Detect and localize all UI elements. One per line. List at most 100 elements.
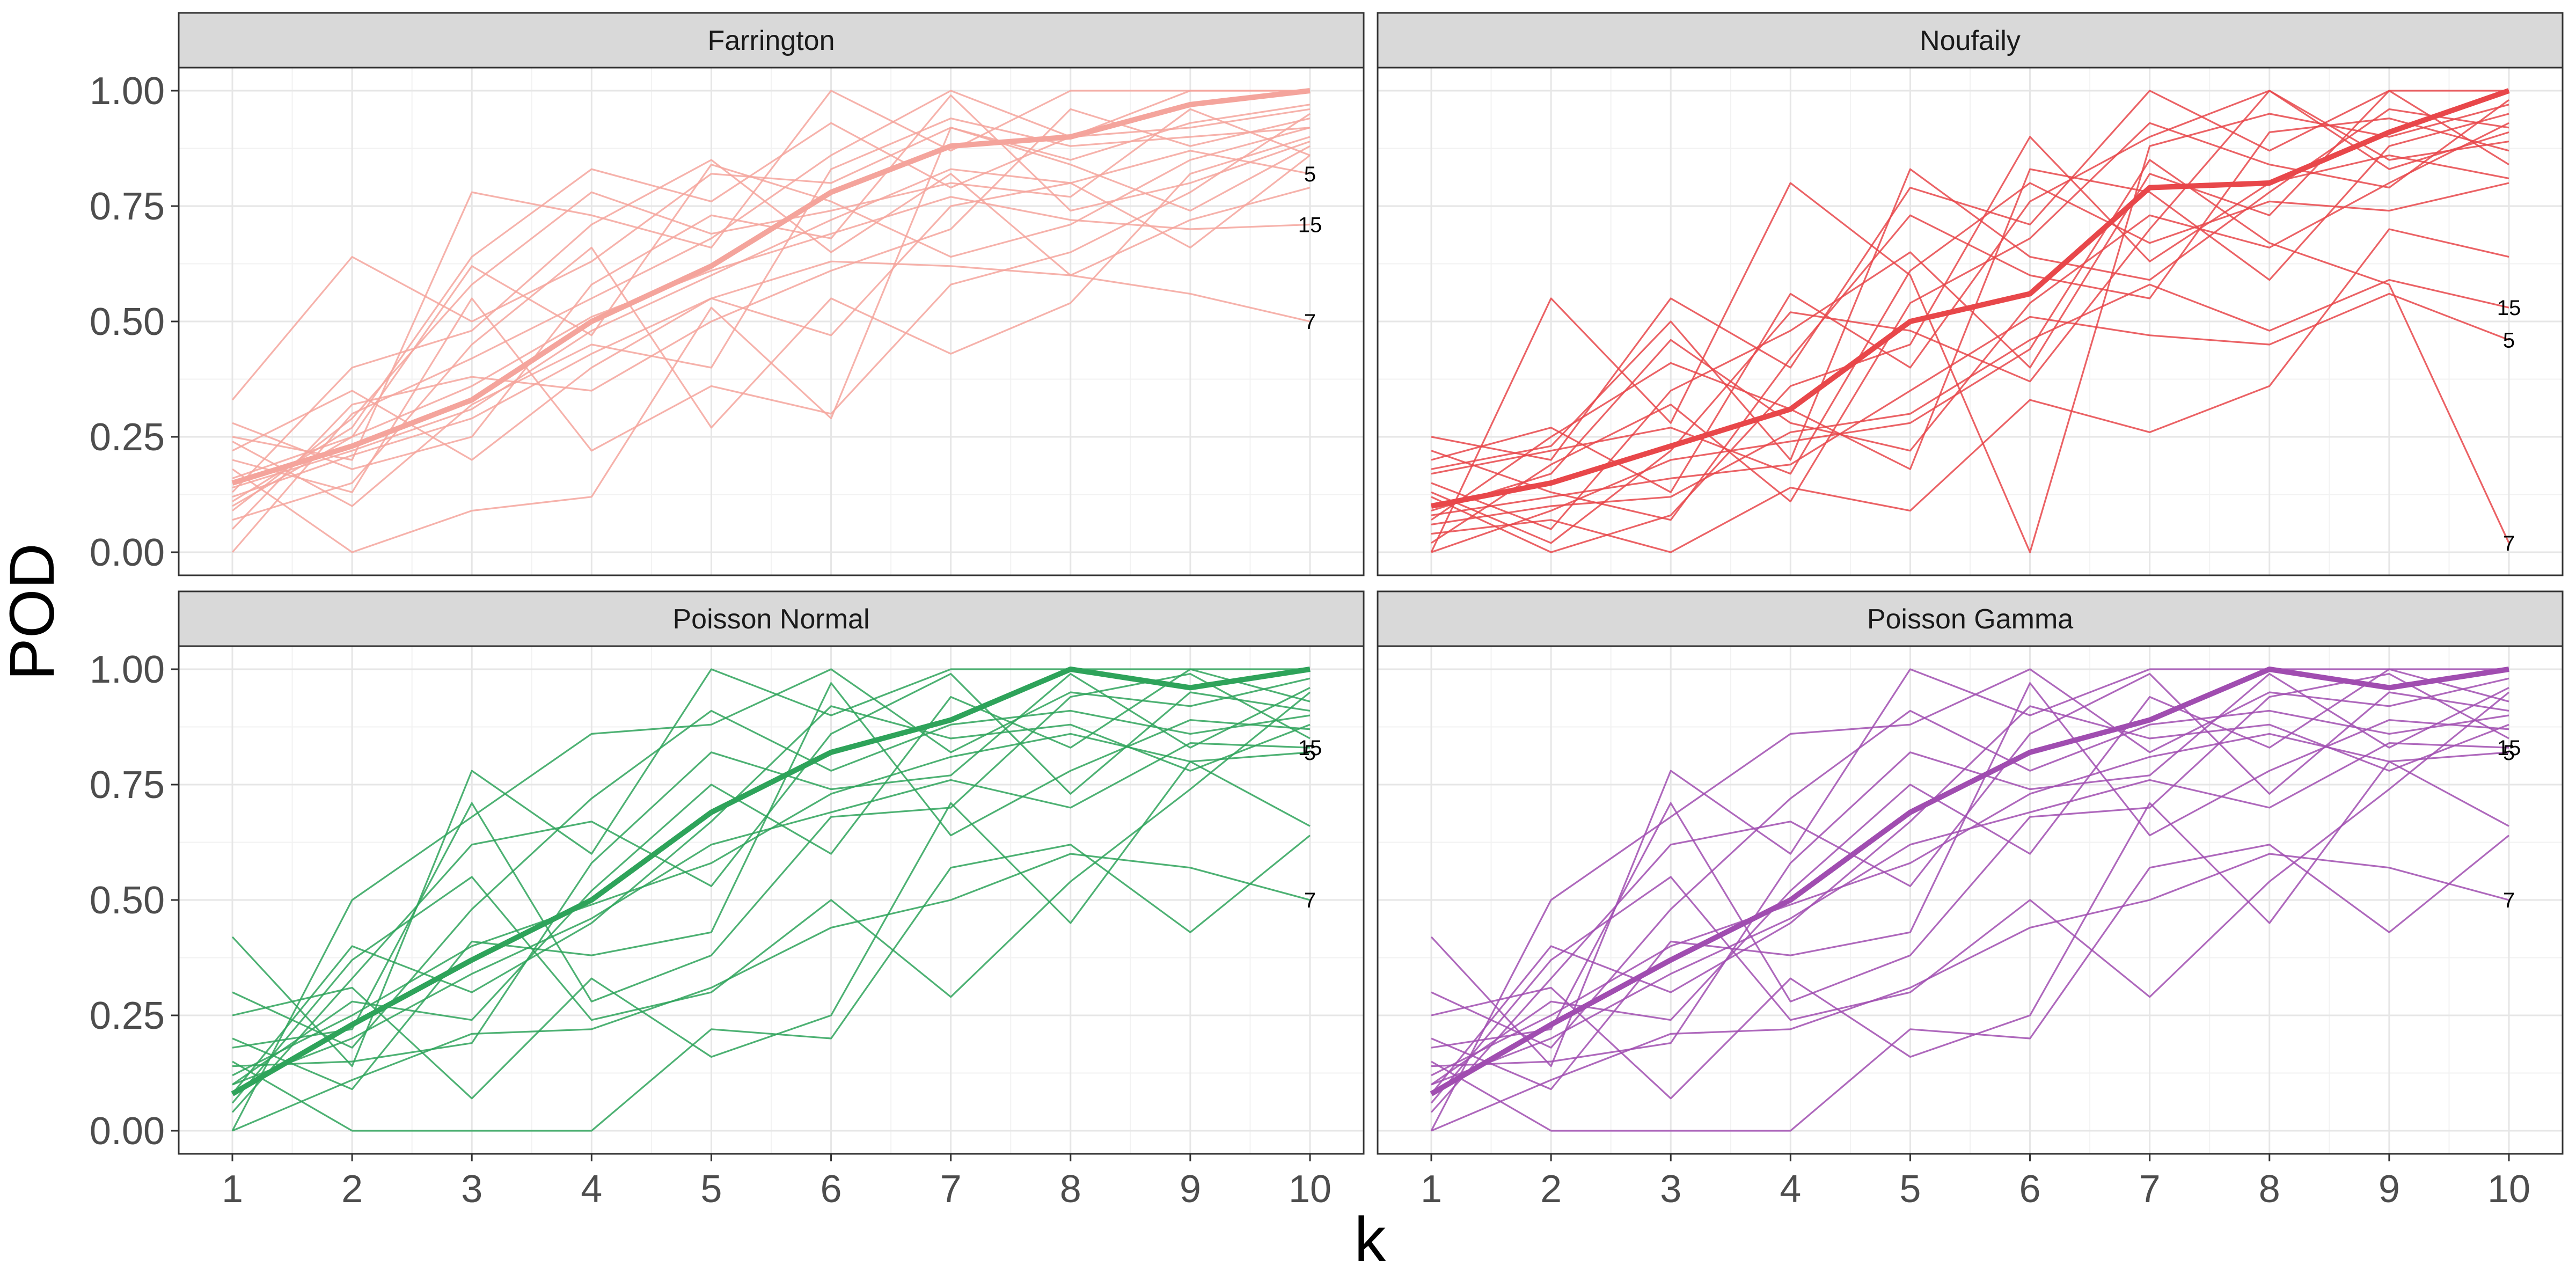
y-tick-label: 0.50 [90,879,165,922]
x-tick-label: 1 [222,1168,243,1211]
x-tick-label: 3 [461,1168,482,1211]
series-line [1431,292,2509,516]
series-line [232,853,1311,1132]
series-line [1431,228,2509,553]
series-end-label: 15 [1298,213,1322,237]
series-line [232,108,1311,511]
series-line [1431,136,2509,553]
x-tick-label: 7 [2139,1168,2161,1211]
series-line [1431,682,2509,1091]
y-tick-label: 0.75 [90,185,165,228]
series-line [231,159,1311,493]
series-line [232,108,1311,502]
x-tick-label: 2 [341,1168,363,1211]
series-line-mean [231,667,1311,1096]
series-end-label: 7 [2503,889,2515,912]
series-line [1431,668,2509,1086]
facet-strip [1377,590,2564,647]
y-tick-label: 1.00 [90,648,165,691]
series-line [1431,90,2509,530]
panel-border [1377,645,2564,1155]
panel-noufaily: Noufaily 15 5 7 [1377,12,2564,576]
panels-layer: Farrington51570.000.250.500.751.00Noufai… [90,12,2564,1211]
series-line [231,108,1311,530]
series-line [1431,672,2509,1049]
x-tick-label: 7 [940,1168,962,1211]
series-end-label: 7 [1304,310,1316,334]
y-axis-title: POD [0,543,68,680]
series-line [1431,853,2509,1132]
x-tick-label: 8 [2259,1168,2280,1211]
panel-poisson-normal: Poisson Normal 15 5 7 0.00 0.25 0.50 0.75 1.00 1 2… [90,590,1365,1211]
x-tick-label: 4 [1780,1168,1801,1211]
series-line [232,672,1311,1049]
facet-title: Noufaily [1920,25,2021,56]
series-line [1431,90,2509,544]
x-tick-label: 9 [1180,1168,1201,1211]
series-line [232,94,1311,470]
series-end-label: 5 [2503,741,2515,765]
series-line [232,118,1311,507]
y-tick-label: 0.25 [90,994,165,1037]
series-line [231,705,1311,1095]
x-tick-label: 1 [1421,1168,1442,1211]
series-line [1431,672,2509,1067]
y-tick-label: 0.00 [90,531,165,574]
series-line-mean [1431,88,2510,509]
series-line [232,668,1311,1086]
x-tick-label: 5 [700,1168,722,1211]
x-tick-label: 8 [1060,1168,1081,1211]
y-tick-label: 0.25 [90,416,165,459]
y-tick-label: 0.50 [90,301,165,343]
series-line [232,155,1311,461]
series-line [1431,709,2509,1049]
y-tick-label: 1.00 [90,70,165,113]
series-line [231,668,1311,1131]
series-line-mean [231,88,1311,486]
series-end-label: 5 [1304,163,1316,186]
series-line [232,260,1311,498]
series-end-label: 7 [2503,532,2515,555]
series-line [232,682,1311,1091]
facet-title: Poisson Normal [672,604,869,635]
series-line [1431,182,2509,475]
series-line [1430,668,2509,1131]
series-line [1431,159,2510,553]
series-line [232,835,1311,1132]
series-line [232,90,1310,461]
facet-strip [178,590,1365,647]
series-line [1430,672,2509,1113]
series-line [232,672,1311,1067]
series-end-label: 15 [2497,296,2521,320]
series-line [232,150,1311,489]
x-tick-label: 10 [2487,1168,2530,1211]
series-end-label: 15 [1298,736,1322,760]
x-tick-label: 6 [821,1168,842,1211]
series-line [231,672,1311,1113]
panel-farrington: Farrington 5 15 7 0.00 0.25 0.50 0.75 1.00 [90,12,1365,576]
x-tick-label: 4 [581,1168,602,1211]
series-line [1431,760,2509,1100]
facet-strip [178,12,1365,69]
series-line [232,760,1311,1100]
y-tick-label: 0.00 [90,1110,165,1153]
series-line [231,90,1310,553]
series-line [1431,835,2510,1132]
series-line [1431,99,2509,544]
series-line-mean [1430,667,2509,1096]
series-line [232,113,1311,493]
series-line [1431,113,2509,521]
x-tick-label: 6 [2019,1168,2041,1211]
series-line [232,196,1311,479]
x-axis-title: k [1355,1204,1387,1275]
y-tick-label: 0.75 [90,764,165,807]
series-line [232,136,1311,521]
x-tick-label: 2 [1540,1168,1562,1211]
facet-title: Farrington [708,25,835,56]
series-end-label: 5 [2503,328,2515,352]
x-tick-label: 5 [1899,1168,1921,1211]
series-line [1431,108,2509,470]
series-line [1431,118,2509,521]
